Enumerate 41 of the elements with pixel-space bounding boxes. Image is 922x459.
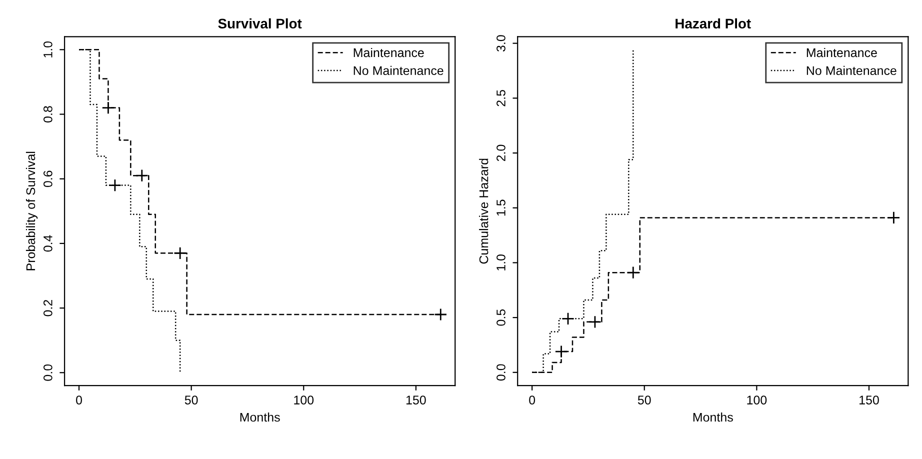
y-tick-label: 0.4 [43,235,52,252]
y-tick-label: 0.8 [43,106,52,122]
point [562,312,575,326]
chart-title: Hazard Plot [676,18,751,29]
x-axis-title: Months [693,412,733,422]
y-tick-label: 1.5 [496,200,506,216]
point [887,211,900,224]
point [102,101,115,114]
y-axis-title: Cumulative Hazard [479,158,488,264]
x-tick-label: 50 [184,396,198,404]
y-tick-label: 0.0 [496,364,506,381]
x-tick-label: 100 [747,396,767,404]
point [554,345,568,358]
y-tick-label: 2.0 [496,144,506,162]
point [174,246,187,260]
point [434,308,448,322]
x-tick-label: 150 [406,396,426,404]
y-tick-label: 2.5 [496,90,506,106]
legend-label: Maintenance [806,48,877,58]
x-tick-label: 100 [294,396,314,404]
x-tick-label: 50 [638,396,651,404]
x-tick-label: 0 [76,396,82,404]
y-tick-label: 0.0 [43,364,52,381]
y-tick-label: 1.0 [496,254,506,270]
y-tick-label: 0.2 [43,300,52,316]
y-tick-label: 0.6 [43,170,52,188]
chart-title: Survival Plot [218,18,302,29]
legend-label: No Maintenance [806,66,896,76]
point [626,266,640,280]
point [108,178,122,192]
legend-label: No Maintenance [354,66,444,76]
y-axis-title: Probability of Survival [26,152,38,270]
y-tick-label: 1.0 [43,41,52,58]
legend-label: Maintenance [354,48,424,58]
y-tick-label: 3.0 [496,35,506,52]
x-tick-label: 0 [529,396,536,404]
point [135,169,148,182]
x-axis-title: Months [240,412,280,422]
y-tick-label: 0.5 [496,309,506,326]
point [588,315,602,328]
x-tick-label: 150 [860,396,879,404]
